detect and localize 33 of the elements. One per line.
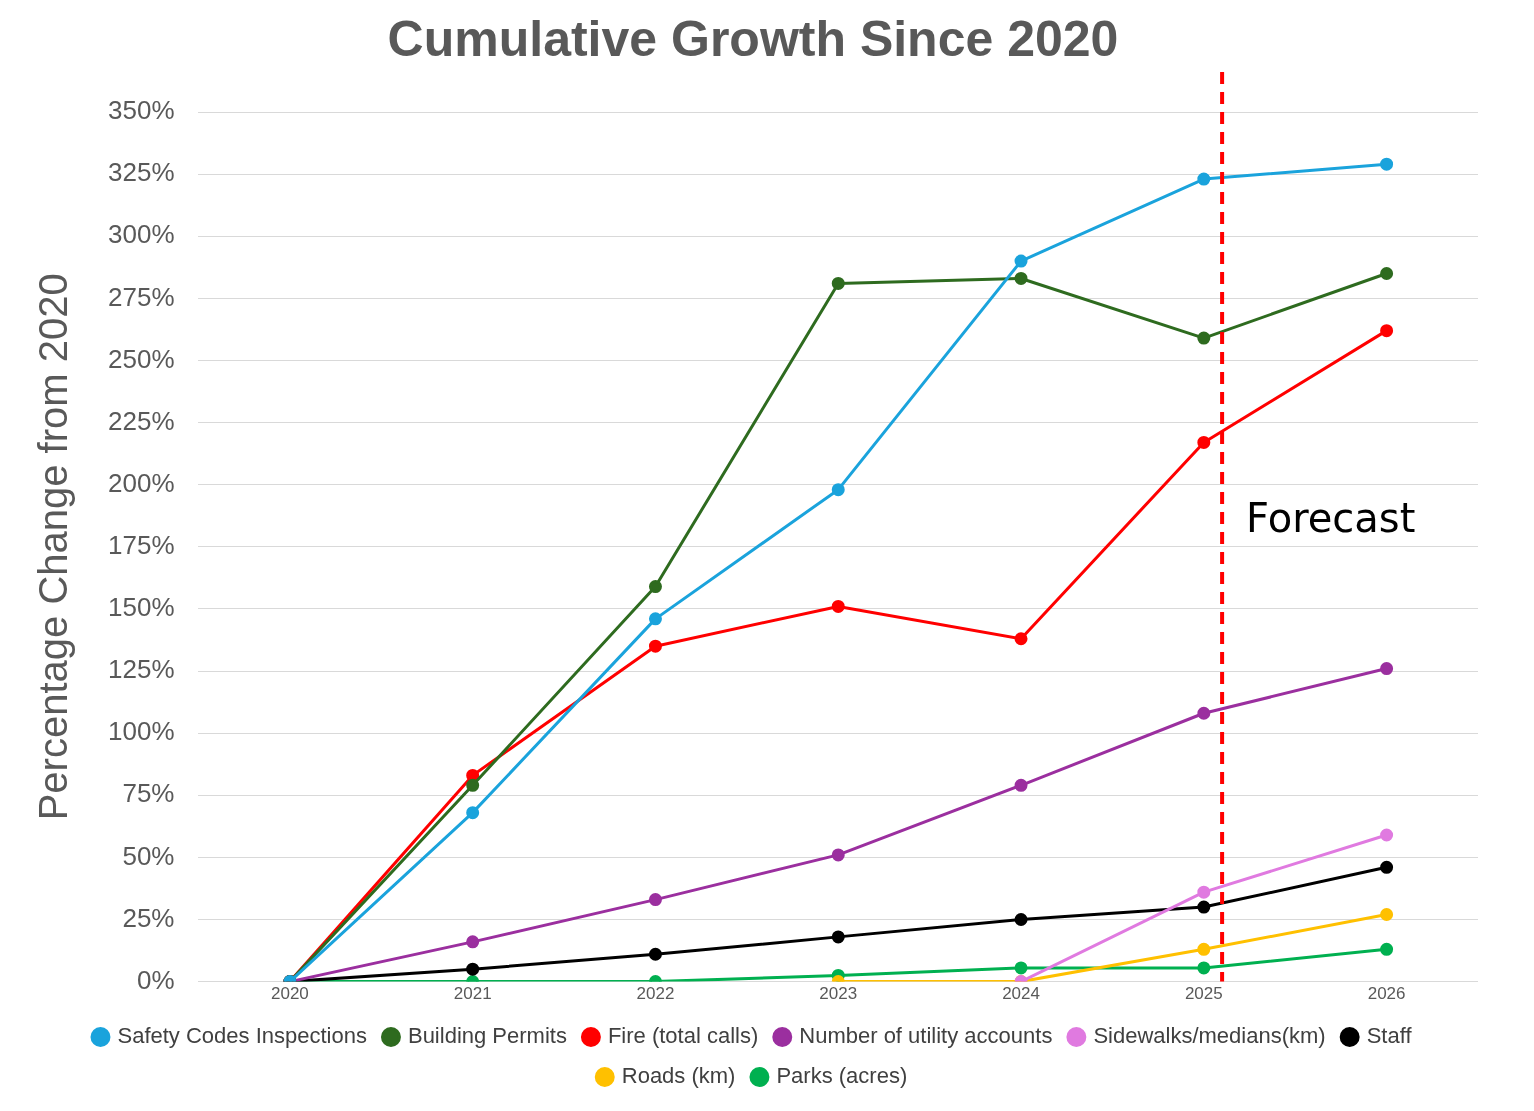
legend-label: Roads (km) bbox=[621, 1063, 736, 1089]
y-tick-label: 350% bbox=[108, 95, 175, 126]
y-tick-label: 150% bbox=[108, 592, 175, 623]
y-tick-label: 50% bbox=[122, 840, 175, 871]
legend-label: Fire (total calls) bbox=[607, 1023, 759, 1049]
legend-label: Parks (acres) bbox=[776, 1063, 908, 1089]
y-tick-label: 325% bbox=[108, 157, 175, 188]
chart-title: Cumulative Growth Since 2020 bbox=[387, 10, 1119, 67]
legend-label: Safety Codes Inspections bbox=[117, 1023, 367, 1049]
y-tick-label: 125% bbox=[108, 654, 175, 685]
x-tick-label: 2022 bbox=[636, 984, 675, 1004]
y-axis-title: Percentage Change from 2020 bbox=[31, 273, 76, 821]
y-tick-label: 100% bbox=[108, 716, 175, 747]
x-tick-label: 2020 bbox=[270, 984, 309, 1004]
y-tick-label: 25% bbox=[122, 902, 175, 933]
y-tick-label: 300% bbox=[108, 219, 175, 250]
legend-label: Sidewalks/medians(km) bbox=[1093, 1023, 1326, 1049]
y-tick-label: 275% bbox=[108, 281, 175, 312]
legend-label: Number of utility accounts bbox=[799, 1023, 1053, 1049]
x-tick-label: 2023 bbox=[819, 984, 858, 1004]
legend-label: Building Permits bbox=[407, 1023, 567, 1049]
x-tick-label: 2024 bbox=[1002, 984, 1040, 1004]
y-tick-label: 200% bbox=[108, 467, 175, 498]
y-tick-label: 0% bbox=[136, 964, 175, 995]
x-tick-label: 2025 bbox=[1184, 984, 1223, 1004]
x-tick-label: 2021 bbox=[453, 984, 492, 1004]
ref-line-label: Forecast bbox=[1246, 495, 1416, 542]
x-tick-label: 2026 bbox=[1367, 984, 1406, 1004]
y-tick-label: 250% bbox=[108, 343, 175, 374]
legend-label: Staff bbox=[1366, 1023, 1413, 1049]
y-tick-label: 225% bbox=[108, 405, 175, 436]
y-tick-label: 175% bbox=[108, 529, 175, 560]
y-tick-label: 75% bbox=[122, 778, 175, 809]
